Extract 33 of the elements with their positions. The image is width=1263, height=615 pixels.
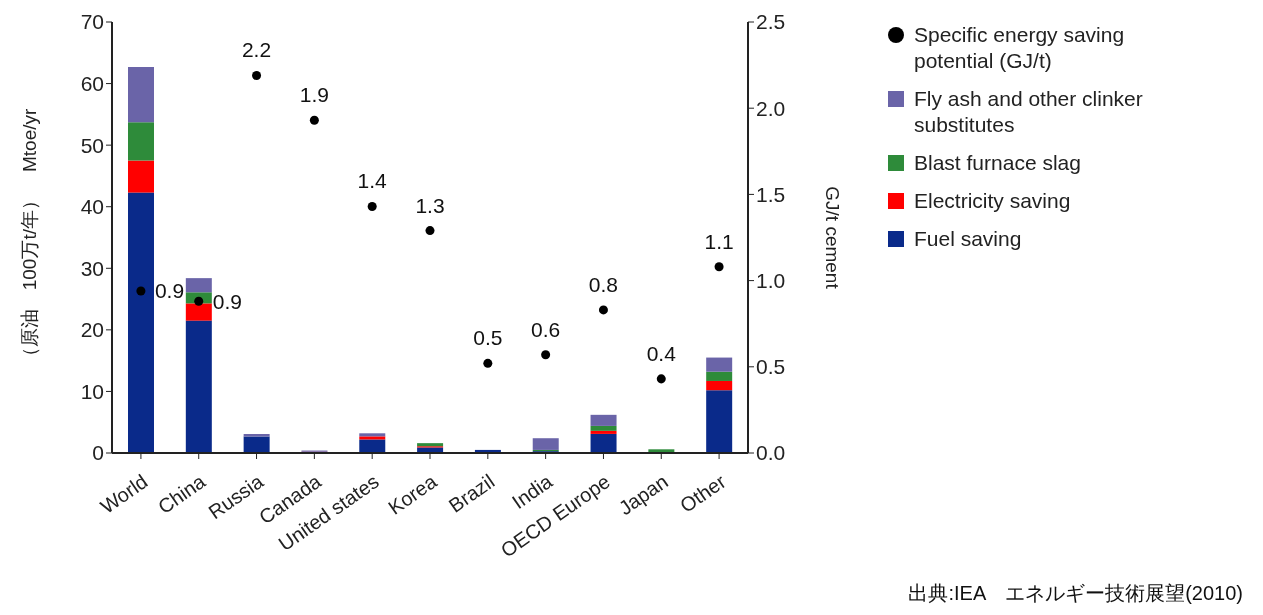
data-label: 0.9	[212, 289, 242, 313]
y2-tick-label: 0.0	[756, 441, 786, 465]
data-label: 0.4	[646, 341, 677, 365]
legend-label: Blast furnace slag	[914, 150, 1081, 176]
data-label: 1.4	[357, 169, 388, 193]
data-label: 1.9	[299, 83, 329, 107]
data-label: 2.2	[241, 38, 272, 62]
source-note: 出典:IEA エネルギー技術展望(2010)	[908, 581, 1243, 606]
y2-tick-label: 1.0	[756, 269, 786, 293]
y-tick-label: 70	[80, 10, 104, 34]
data-label: 1.3	[415, 193, 445, 217]
y-tick-label: 50	[80, 133, 104, 157]
legend-label: Fly ash and other clinker substitutes	[914, 86, 1144, 138]
y-tick-label: 40	[80, 195, 104, 219]
y-axis-title: （原油 100万t/年） Mtoe/yr	[18, 108, 40, 367]
data-label: 0.5	[473, 326, 503, 350]
y-tick-label: 0	[92, 441, 104, 465]
data-label: 1.1	[704, 229, 734, 253]
data-label: 0.6	[531, 317, 561, 341]
y-tick-label: 30	[80, 256, 104, 280]
y2-tick-label: 1.5	[756, 182, 786, 206]
y2-tick-label: 2.0	[756, 96, 786, 120]
legend-label: Electricity saving	[914, 188, 1071, 214]
legend-label: Specific energy saving potential (GJ/t)	[914, 22, 1126, 74]
y-tick-label: 60	[80, 72, 104, 96]
y2-axis-title: GJ/t cement	[822, 186, 844, 290]
data-label: 0.9	[154, 279, 185, 303]
y-tick-label: 20	[80, 318, 104, 342]
y2-tick-label: 0.5	[756, 355, 786, 379]
y2-tick-label: 2.5	[756, 10, 786, 34]
y-tick-label: 10	[80, 379, 104, 403]
legend-label: Fuel saving	[914, 226, 1022, 252]
data-label: 0.8	[588, 272, 619, 296]
